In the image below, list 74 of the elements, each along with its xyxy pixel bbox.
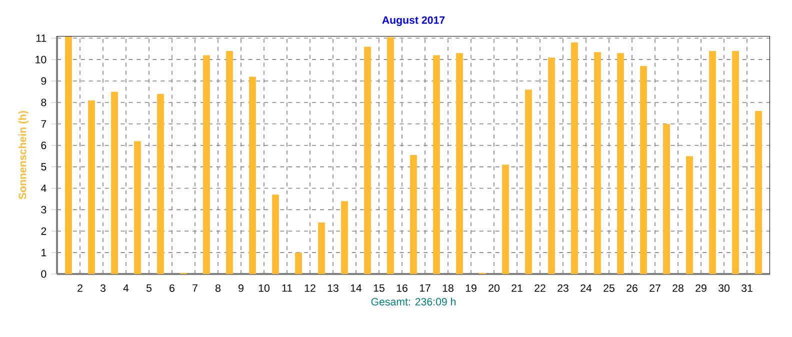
- bar: [295, 252, 302, 274]
- bar: [249, 76, 256, 274]
- x-tick-label: 18: [442, 284, 454, 292]
- bar: [134, 141, 141, 274]
- bar: [755, 111, 762, 274]
- chart-title: August 2017: [382, 16, 445, 26]
- bar: [663, 124, 670, 274]
- x-tick-label: 5: [146, 284, 152, 292]
- y-tick-label: 1: [42, 248, 46, 256]
- bar: [617, 53, 624, 274]
- x-tick-label: 16: [396, 284, 408, 292]
- y-axis-title: Sonnenschein (h): [18, 110, 28, 200]
- bar: [157, 94, 164, 274]
- bar: [203, 55, 210, 274]
- y-tick-label: 7: [41, 120, 46, 128]
- x-tick-label: 20: [488, 284, 500, 292]
- y-tick-label: 4: [40, 184, 46, 192]
- bar: [433, 55, 440, 274]
- x-tick-label: 26: [626, 284, 638, 292]
- x-tick-label: 11: [282, 284, 292, 292]
- bar: [88, 100, 95, 274]
- y-tick-label: 6: [41, 142, 46, 150]
- x-tick-label: 28: [672, 284, 684, 292]
- bar: [318, 222, 325, 274]
- x-tick-label: 12: [304, 284, 316, 292]
- bar: [571, 42, 578, 274]
- x-tick-label: 27: [650, 284, 660, 292]
- x-tick-label: 19: [466, 284, 476, 292]
- x-tick-label: 2: [78, 284, 82, 292]
- bar: [686, 156, 693, 274]
- bar: [640, 66, 647, 274]
- bar: [502, 164, 509, 274]
- x-tick-label: 21: [512, 284, 522, 292]
- bar: [594, 52, 601, 274]
- bar: [364, 46, 371, 274]
- bar: [272, 194, 279, 274]
- x-tick-label: 9: [238, 284, 244, 292]
- x-tick-label: 4: [123, 284, 129, 292]
- bar: [456, 53, 463, 274]
- x-tick-label: 29: [696, 284, 706, 292]
- bar: [525, 90, 532, 274]
- x-tick-label: 7: [192, 284, 198, 292]
- x-tick-label: 10: [258, 284, 270, 292]
- x-tick-label: 25: [604, 284, 614, 292]
- y-tick-label: 2: [41, 227, 46, 235]
- y-tick-label: 5: [41, 163, 46, 170]
- y-tick-label: 9: [41, 77, 46, 85]
- bar: [111, 92, 118, 274]
- x-tick-label: 3: [100, 284, 106, 292]
- x-tick-label: 13: [328, 284, 338, 292]
- x-tick-label: 8: [216, 284, 220, 292]
- y-tick-label: 8: [41, 98, 46, 106]
- x-tick-label: 24: [580, 284, 592, 292]
- bar: [548, 57, 555, 274]
- x-tick-label: 15: [374, 284, 384, 292]
- x-tick-label: 17: [420, 284, 430, 292]
- x-tick-label: 23: [558, 284, 568, 292]
- bar: [732, 51, 739, 274]
- bar: [341, 201, 348, 274]
- y-tick-label: 0: [41, 270, 46, 278]
- bar: [226, 51, 233, 274]
- x-tick-label: 31: [741, 284, 752, 292]
- bar: [65, 36, 72, 274]
- x-tick-label: 30: [718, 284, 730, 292]
- y-tick-label: 10: [36, 56, 46, 64]
- text: Gesamt: 236:09 h: [371, 298, 456, 306]
- x-tick-label: 6: [170, 284, 174, 292]
- bar: [387, 37, 394, 274]
- x-tick-label: 22: [534, 284, 546, 292]
- y-tick-label: 11: [36, 34, 46, 42]
- y-tick-label: 3: [41, 206, 46, 214]
- bar: [410, 154, 417, 274]
- bar: [709, 51, 716, 274]
- x-tick-label: 14: [350, 284, 362, 292]
